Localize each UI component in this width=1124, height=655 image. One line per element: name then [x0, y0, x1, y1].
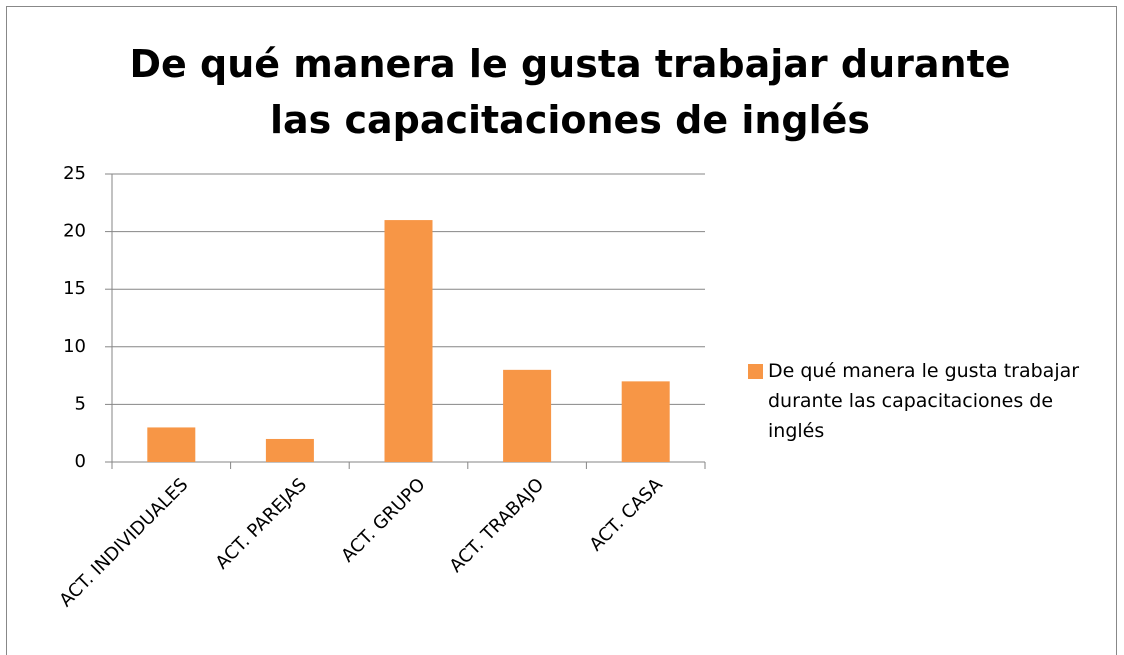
x-tick-label: ACT. PAREJAS [212, 474, 311, 573]
x-tick-label: ACT. TRABAJO [446, 474, 549, 577]
y-tick-label: 15 [63, 278, 86, 299]
chart-border [6, 6, 1117, 655]
y-tick-label: 5 [75, 393, 86, 414]
bar [147, 427, 196, 462]
legend-label: De qué manera le gusta trabajar durante … [768, 360, 1080, 442]
chart-title: De qué manera le gusta trabajar durante … [129, 42, 1011, 142]
legend: De qué manera le gusta trabajar durante … [748, 356, 1108, 446]
legend-swatch [748, 364, 763, 379]
bar [621, 381, 670, 462]
x-tick-label: ACT. GRUPO [337, 474, 429, 566]
x-tick-label: ACT. CASA [586, 474, 668, 556]
y-tick-label: 20 [63, 221, 86, 242]
y-tick-label: 25 [63, 163, 86, 184]
y-tick-label: 0 [75, 451, 86, 472]
bar [384, 220, 433, 462]
x-tick-label: ACT. INDIVIDUALES [55, 474, 192, 611]
bar [265, 438, 314, 462]
y-tick-label: 10 [63, 336, 86, 357]
bar [503, 369, 552, 462]
